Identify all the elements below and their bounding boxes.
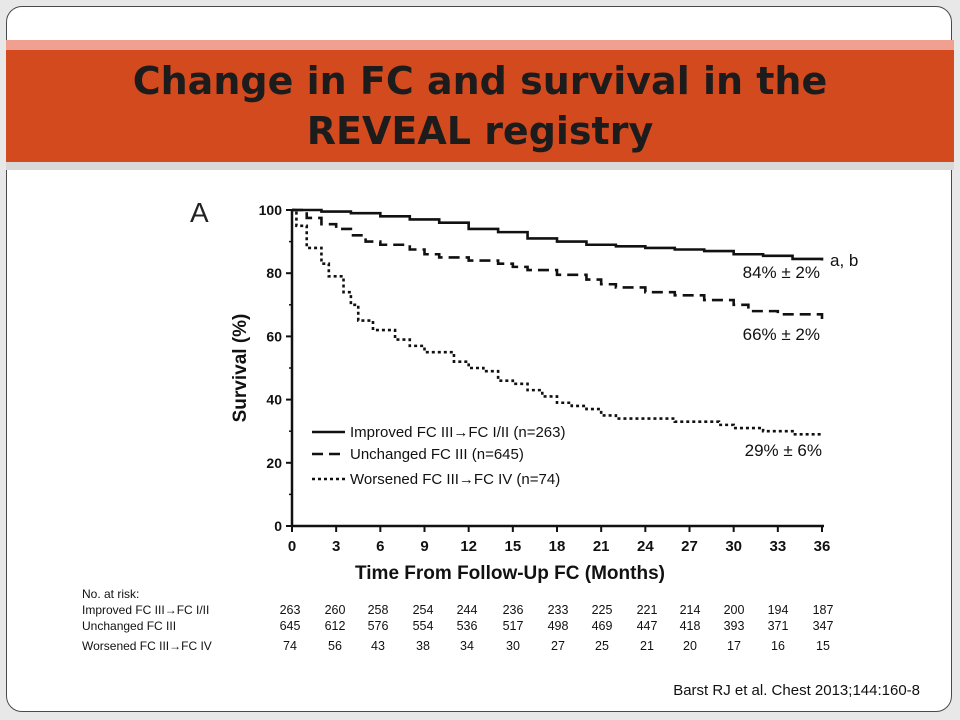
risk-table-value: 17: [727, 639, 741, 653]
x-tick-label: 6: [376, 538, 384, 555]
risk-table-value: 221: [637, 603, 658, 617]
series-line-solid: [292, 208, 824, 261]
risk-table-value: 200: [724, 603, 745, 617]
y-axis-label: Survival (%): [230, 314, 251, 423]
risk-table-value: 371: [768, 619, 789, 633]
citation: Barst RJ et al. Chest 2013;144:160-8: [673, 682, 920, 699]
risk-table-row-label: Worsened FC III→FC IV: [82, 639, 212, 653]
risk-table-value: 536: [457, 619, 478, 633]
y-tick-label: 100: [259, 202, 283, 218]
x-tick-label: 15: [504, 538, 521, 555]
risk-table-value: 236: [503, 603, 524, 617]
risk-table-value: 194: [768, 603, 789, 617]
legend-entry: Improved FC III→FC I/II (n=263): [350, 424, 565, 441]
legend-entry: Worsened FC III→FC IV (n=74): [350, 471, 560, 488]
risk-table-value: 15: [816, 639, 830, 653]
y-tick-label: 60: [266, 328, 282, 344]
y-tick-label: 20: [266, 455, 282, 471]
series-line-dashed: [292, 208, 824, 320]
risk-table-value: 263: [280, 603, 301, 617]
risk-table-value: 43: [371, 639, 385, 653]
x-tick-label: 12: [460, 538, 477, 555]
risk-table-value: 554: [413, 619, 434, 633]
risk-table-value: 34: [460, 639, 474, 653]
risk-table-value: 74: [283, 639, 297, 653]
risk-table-header: No. at risk:: [82, 587, 139, 601]
risk-table-value: 576: [368, 619, 389, 633]
risk-table-value: 56: [328, 639, 342, 653]
slide-title-line-2: REVEAL registry: [306, 109, 654, 153]
risk-table-value: 25: [595, 639, 609, 653]
x-tick-label: 30: [725, 538, 742, 555]
x-tick-label: 9: [420, 538, 428, 555]
slide-title: Change in FC and survival in the REVEAL …: [6, 52, 954, 160]
panel-label: A: [190, 197, 209, 228]
risk-table-value: 498: [548, 619, 569, 633]
risk-table-value: 233: [548, 603, 569, 617]
x-axis-label: Time From Follow-Up FC (Months): [355, 563, 665, 584]
series-end-label: 84% ± 2%: [743, 263, 820, 282]
y-tick-label: 40: [266, 392, 282, 408]
risk-table-value: 38: [416, 639, 430, 653]
risk-table-row-label: Unchanged FC III: [82, 619, 176, 633]
x-tick-label: 21: [593, 538, 610, 555]
x-tick-label: 0: [288, 538, 296, 555]
x-tick-label: 33: [769, 538, 786, 555]
x-tick-label: 27: [681, 538, 698, 555]
risk-table-value: 258: [368, 603, 389, 617]
risk-table-value: 254: [413, 603, 434, 617]
risk-table-value: 21: [640, 639, 654, 653]
risk-table-value: 517: [503, 619, 524, 633]
y-tick-label: 80: [266, 265, 282, 281]
risk-table-value: 16: [771, 639, 785, 653]
risk-table-value: 20: [683, 639, 697, 653]
title-accent-stripe: [6, 40, 954, 50]
x-tick-label: 3: [332, 538, 340, 555]
risk-table-value: 347: [813, 619, 834, 633]
risk-table-value: 612: [325, 619, 346, 633]
x-tick-label: 24: [637, 538, 654, 555]
risk-table-value: 225: [592, 603, 613, 617]
series-end-label: 29% ± 6%: [745, 441, 822, 460]
series-line-dotted: [292, 208, 822, 436]
legend-entry: Unchanged FC III (n=645): [350, 446, 524, 463]
title-bar-shadow: [6, 162, 954, 170]
series-end-label: 66% ± 2%: [743, 325, 820, 344]
title-bar: [6, 50, 954, 162]
risk-table-value: 645: [280, 619, 301, 633]
x-tick-label: 36: [814, 538, 831, 555]
risk-table-row-label: Improved FC III→FC I/II: [82, 603, 209, 617]
y-tick-label: 0: [274, 518, 282, 534]
slide-title-line-1: Change in FC and survival in the: [132, 59, 828, 103]
risk-table-value: 447: [637, 619, 658, 633]
series-end-note: a, b: [830, 251, 858, 270]
risk-table-value: 260: [325, 603, 346, 617]
risk-table-value: 469: [592, 619, 613, 633]
risk-table-value: 418: [680, 619, 701, 633]
x-tick-label: 18: [549, 538, 566, 555]
risk-table-value: 30: [506, 639, 520, 653]
risk-table-value: 214: [680, 603, 701, 617]
risk-table-value: 187: [813, 603, 834, 617]
risk-table-value: 244: [457, 603, 478, 617]
risk-table-value: 27: [551, 639, 565, 653]
risk-table-value: 393: [724, 619, 745, 633]
